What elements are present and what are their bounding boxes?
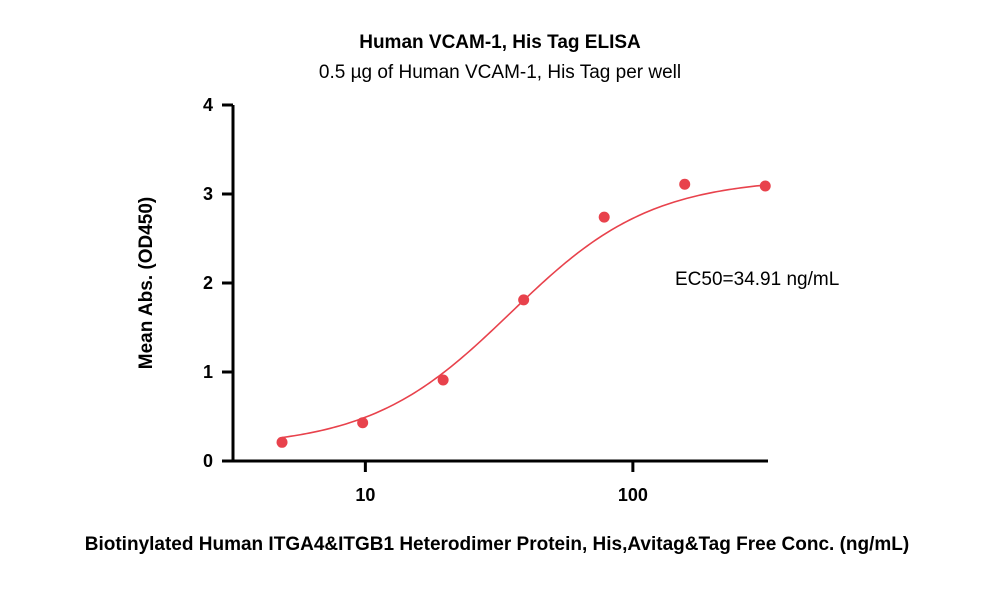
y-tick-label: 4 (203, 95, 213, 115)
data-point (679, 178, 691, 190)
data-point (759, 180, 771, 192)
x-tick-label: 100 (618, 485, 648, 505)
y-tick-label: 0 (203, 451, 213, 471)
data-point (437, 374, 449, 386)
y-tick-label: 1 (203, 362, 213, 382)
x-axis-label: Biotinylated Human ITGA4&ITGB1 Heterodim… (85, 534, 910, 555)
data-point (518, 294, 530, 306)
x-tick-label: 10 (355, 485, 375, 505)
chart-subtitle: 0.5 µg of Human VCAM-1, His Tag per well (319, 62, 681, 83)
y-tick-label: 3 (203, 184, 213, 204)
data-point (357, 417, 369, 429)
data-point (276, 436, 288, 448)
chart-title: Human VCAM-1, His Tag ELISA (359, 32, 641, 53)
y-axis-label: Mean Abs. (OD450) (136, 197, 157, 369)
data-point (598, 211, 610, 223)
plot-area: 0 1 2 3 4 10 100 (203, 95, 771, 505)
ec50-annotation: EC50=34.91 ng/mL (675, 269, 839, 290)
fit-curve (281, 184, 766, 439)
y-tick-label: 2 (203, 273, 213, 293)
